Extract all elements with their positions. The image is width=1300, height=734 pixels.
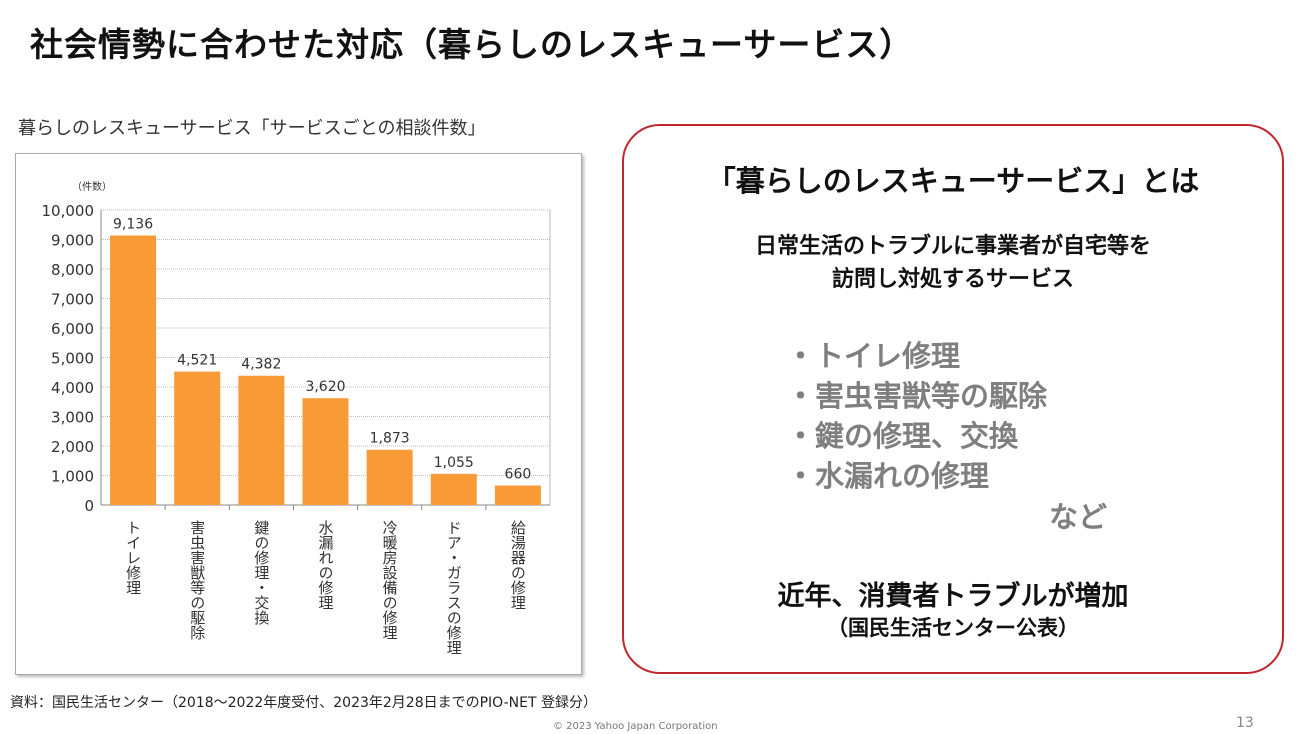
x-tick-label: トイレ修理 (124, 520, 142, 595)
bar (494, 485, 541, 505)
service-list: ・トイレ修理 ・害虫害獣等の駆除 ・鍵の修理、交換 ・水漏れの修理 (786, 336, 1047, 496)
data-label: 1,055 (434, 455, 474, 471)
y-tick-label: 10,000 (42, 202, 95, 220)
trend-source: （国民生活センター公表） (827, 616, 1079, 640)
data-label: 4,382 (241, 357, 281, 373)
data-label: 9,136 (113, 216, 153, 232)
y-tick-label: 8,000 (51, 261, 94, 279)
list-item: ・水漏れの修理 (786, 459, 990, 493)
y-tick-label: 3,000 (51, 409, 94, 427)
etc-text: など (1049, 500, 1108, 534)
data-label: 4,521 (177, 353, 217, 369)
data-label: 3,620 (305, 379, 345, 395)
bar (174, 371, 221, 505)
copyright: © 2023 Yahoo Japan Corporation (553, 721, 718, 732)
list-item: ・害虫害獣等の駆除 (786, 379, 1048, 413)
bar (302, 398, 349, 505)
page-number: 13 (1236, 715, 1254, 731)
y-tick-label: 0 (84, 497, 94, 515)
data-label: 1,873 (370, 431, 410, 447)
x-tick-label: 冷暖房設備の修理 (381, 520, 399, 640)
desc-line: 日常生活のトラブルに事業者が自宅等を (754, 234, 1151, 259)
chart-title: 暮らしのレスキューサービス「サービスごとの相談件数」 (18, 118, 486, 139)
bar (110, 235, 157, 505)
bar (430, 473, 477, 505)
list-item: ・鍵の修理、交換 (786, 419, 1019, 453)
y-axis-label: （件数） (72, 180, 112, 193)
slide-title: 社会情勢に合わせた対応（暮らしのレスキューサービス） (30, 25, 914, 64)
info-box: 「暮らしのレスキューサービス」とは 日常生活のトラブルに事業者が自宅等を 訪問し… (622, 124, 1284, 674)
x-tick-label: 給湯器の修理 (509, 520, 527, 610)
list-item: ・トイレ修理 (786, 339, 961, 373)
trend-text: 近年、消費者トラブルが増加 (777, 581, 1129, 612)
desc-line: 訪問し対処するサービス (831, 267, 1074, 292)
x-tick-label: 害虫害獣等の駆除 (188, 520, 206, 640)
x-tick-label: 鍵の修理・交換 (252, 520, 270, 626)
y-tick-label: 4,000 (51, 379, 94, 397)
bar (366, 449, 413, 505)
x-tick-label: 水漏れの修理 (317, 520, 335, 610)
y-tick-label: 5,000 (51, 350, 94, 368)
y-tick-label: 7,000 (51, 291, 94, 309)
x-tick-label: ドア・ガラスの修理 (445, 520, 463, 655)
y-tick-label: 9,000 (51, 232, 94, 250)
y-tick-label: 1,000 (51, 468, 94, 486)
info-heading: 「暮らしのレスキューサービス」とは (706, 164, 1200, 198)
info-description: 日常生活のトラブルに事業者が自宅等を 訪問し対処するサービス (624, 230, 1282, 296)
bar-chart: （件数） 0 1,000 2,000 3,000 4,000 5,000 6,000 7,000… (42, 180, 551, 655)
bar (238, 375, 285, 505)
data-label: 660 (505, 467, 532, 483)
y-tick-label: 6,000 (51, 320, 94, 338)
y-tick-label: 2,000 (51, 438, 94, 456)
source-note: 資料：国民生活センター（2018～2022年度受付、2023年2月28日までのP… (10, 695, 597, 711)
